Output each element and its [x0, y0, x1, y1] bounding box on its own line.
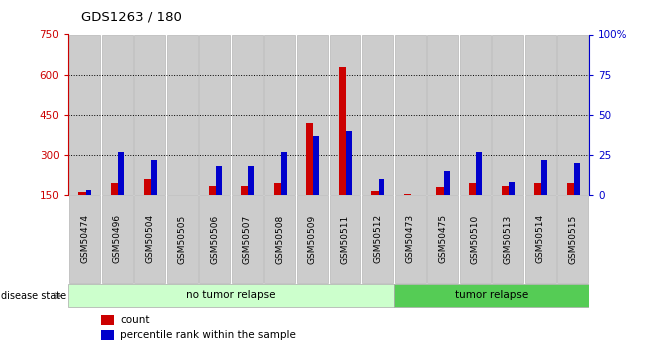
Bar: [167, 34, 198, 195]
Bar: [566, 183, 574, 195]
Text: GSM50507: GSM50507: [243, 214, 252, 264]
Bar: [78, 192, 86, 195]
Text: GSM50508: GSM50508: [275, 214, 284, 264]
Text: GSM50473: GSM50473: [406, 214, 415, 264]
Bar: [362, 195, 393, 283]
Bar: [557, 195, 589, 283]
Bar: [101, 330, 114, 340]
Text: no tumor relapse: no tumor relapse: [186, 290, 276, 300]
Text: GSM50504: GSM50504: [145, 214, 154, 264]
Bar: [134, 34, 165, 195]
Bar: [314, 136, 319, 195]
Bar: [102, 195, 133, 283]
Bar: [541, 160, 547, 195]
Bar: [509, 182, 514, 195]
Bar: [476, 151, 482, 195]
Bar: [329, 195, 361, 283]
Bar: [395, 195, 426, 283]
Bar: [208, 186, 215, 195]
Bar: [404, 194, 411, 195]
Bar: [111, 183, 118, 195]
Bar: [525, 195, 556, 283]
Bar: [281, 151, 286, 195]
Text: GSM50474: GSM50474: [80, 214, 89, 264]
Bar: [525, 34, 556, 195]
Text: GSM50512: GSM50512: [373, 214, 382, 264]
Text: GSM50509: GSM50509: [308, 214, 317, 264]
Bar: [307, 123, 314, 195]
Bar: [427, 195, 458, 283]
Bar: [151, 160, 157, 195]
Bar: [68, 284, 394, 307]
Bar: [427, 34, 458, 195]
Bar: [199, 34, 230, 195]
Bar: [395, 34, 426, 195]
Text: disease state: disease state: [1, 291, 66, 301]
Text: GDS1263 / 180: GDS1263 / 180: [81, 10, 182, 23]
Bar: [143, 179, 150, 195]
Bar: [273, 183, 281, 195]
Bar: [297, 34, 328, 195]
Text: tumor relapse: tumor relapse: [455, 290, 528, 300]
Bar: [134, 195, 165, 283]
Bar: [118, 151, 124, 195]
Bar: [492, 195, 523, 283]
Bar: [460, 195, 491, 283]
Bar: [264, 195, 296, 283]
Bar: [86, 190, 91, 195]
Bar: [329, 34, 361, 195]
Bar: [199, 195, 230, 283]
Bar: [492, 34, 523, 195]
Bar: [443, 171, 449, 195]
Bar: [102, 34, 133, 195]
Bar: [216, 166, 221, 195]
Text: GSM50510: GSM50510: [471, 214, 480, 264]
Bar: [248, 166, 254, 195]
Text: GSM50505: GSM50505: [178, 214, 187, 264]
Text: GSM50515: GSM50515: [568, 214, 577, 264]
Bar: [232, 34, 263, 195]
Bar: [394, 284, 589, 307]
Bar: [378, 179, 384, 195]
Text: GSM50496: GSM50496: [113, 214, 122, 264]
Bar: [339, 67, 346, 195]
Bar: [469, 183, 476, 195]
Bar: [297, 195, 328, 283]
Bar: [557, 34, 589, 195]
Text: GSM50475: GSM50475: [438, 214, 447, 264]
Bar: [232, 195, 263, 283]
Bar: [69, 34, 100, 195]
Bar: [436, 187, 443, 195]
Text: count: count: [120, 315, 150, 325]
Bar: [574, 163, 579, 195]
Bar: [501, 186, 508, 195]
Text: GSM50506: GSM50506: [210, 214, 219, 264]
Bar: [167, 195, 198, 283]
Text: GSM50514: GSM50514: [536, 214, 545, 264]
Text: percentile rank within the sample: percentile rank within the sample: [120, 330, 296, 340]
Bar: [362, 34, 393, 195]
Bar: [371, 191, 378, 195]
Text: GSM50511: GSM50511: [340, 214, 350, 264]
Bar: [101, 315, 114, 325]
Bar: [460, 34, 491, 195]
Bar: [264, 34, 296, 195]
Text: GSM50513: GSM50513: [503, 214, 512, 264]
Bar: [69, 195, 100, 283]
Bar: [346, 131, 352, 195]
Bar: [241, 186, 249, 195]
Bar: [534, 183, 541, 195]
